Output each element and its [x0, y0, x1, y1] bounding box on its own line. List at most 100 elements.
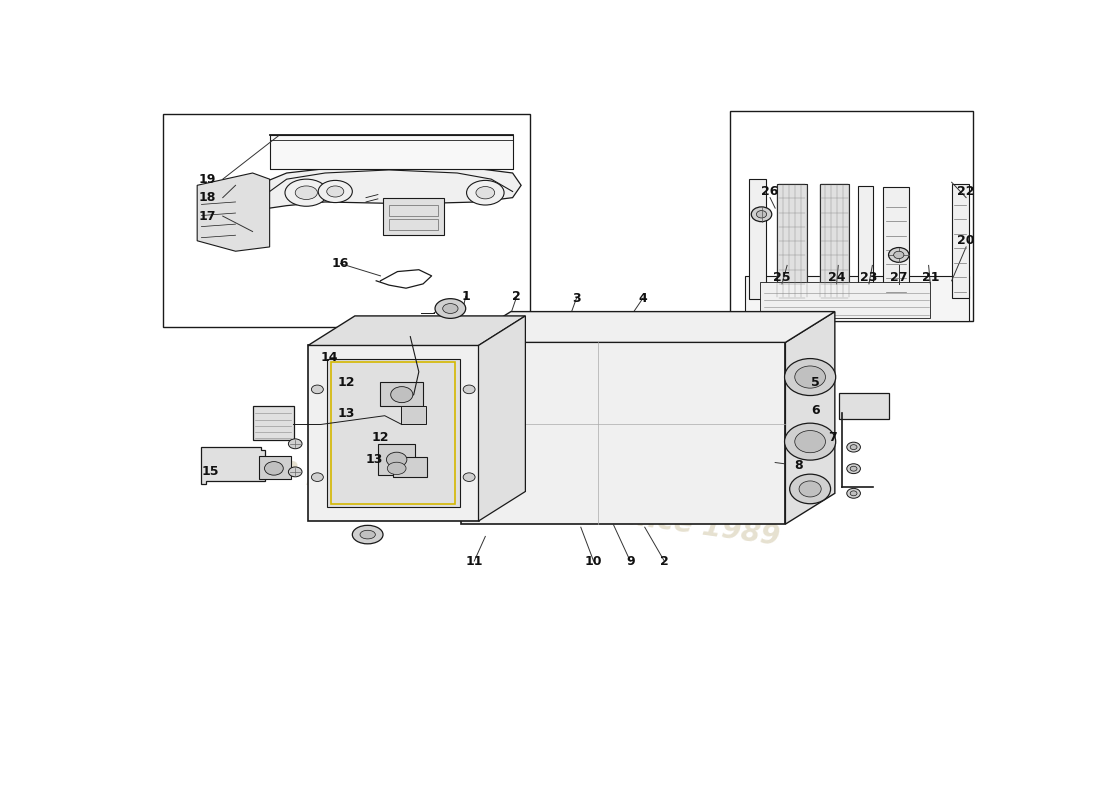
Bar: [760, 282, 931, 318]
Bar: [394, 457, 427, 477]
Text: 4: 4: [639, 291, 648, 305]
Ellipse shape: [318, 180, 352, 202]
Bar: [378, 444, 416, 475]
Text: 8: 8: [794, 459, 803, 472]
Ellipse shape: [784, 358, 836, 395]
Polygon shape: [883, 187, 909, 298]
Polygon shape: [270, 135, 513, 169]
Polygon shape: [462, 311, 835, 342]
Ellipse shape: [847, 464, 860, 474]
Polygon shape: [201, 447, 265, 484]
Ellipse shape: [889, 247, 909, 262]
Ellipse shape: [799, 481, 822, 497]
Polygon shape: [777, 184, 806, 298]
Polygon shape: [240, 167, 521, 210]
Polygon shape: [858, 186, 873, 298]
Bar: [331, 362, 455, 505]
Text: 5: 5: [811, 376, 819, 389]
Text: 10: 10: [585, 554, 603, 567]
Polygon shape: [785, 311, 835, 524]
Text: 12: 12: [338, 376, 355, 389]
Text: 27: 27: [890, 271, 908, 284]
Bar: [730, 111, 974, 321]
Text: 21: 21: [922, 271, 939, 284]
Text: 23: 23: [860, 271, 878, 284]
Ellipse shape: [795, 366, 825, 388]
Bar: [163, 114, 529, 327]
Bar: [746, 277, 969, 321]
Ellipse shape: [352, 526, 383, 544]
Text: 22: 22: [957, 185, 975, 198]
Text: 25: 25: [773, 271, 791, 284]
Text: 18: 18: [199, 191, 216, 204]
Ellipse shape: [463, 473, 475, 482]
Text: 19: 19: [199, 173, 216, 186]
Text: 15: 15: [201, 466, 219, 478]
Bar: [308, 346, 478, 521]
Polygon shape: [308, 316, 526, 346]
Text: 16: 16: [332, 257, 349, 270]
Ellipse shape: [264, 462, 284, 475]
Ellipse shape: [466, 180, 504, 205]
Ellipse shape: [751, 207, 772, 222]
Ellipse shape: [390, 386, 412, 402]
Ellipse shape: [476, 186, 495, 199]
Text: 24: 24: [828, 271, 845, 284]
Bar: [381, 382, 424, 406]
Text: 6: 6: [811, 404, 819, 417]
Ellipse shape: [386, 452, 407, 467]
Ellipse shape: [288, 467, 302, 477]
Text: 13: 13: [338, 406, 355, 420]
Text: 14: 14: [320, 351, 338, 364]
Ellipse shape: [442, 303, 458, 314]
Ellipse shape: [795, 430, 825, 453]
Text: 1: 1: [461, 290, 470, 302]
Polygon shape: [749, 179, 766, 299]
Polygon shape: [952, 184, 969, 298]
Polygon shape: [197, 173, 270, 251]
Ellipse shape: [285, 179, 328, 206]
Bar: [400, 406, 427, 424]
Ellipse shape: [434, 298, 465, 318]
Ellipse shape: [850, 466, 857, 471]
Bar: [327, 359, 460, 507]
Ellipse shape: [327, 186, 344, 197]
Bar: [839, 393, 889, 418]
Bar: [389, 219, 439, 230]
Polygon shape: [478, 316, 526, 521]
Ellipse shape: [757, 210, 767, 218]
Polygon shape: [820, 184, 849, 298]
Text: 11: 11: [465, 554, 483, 567]
Text: 7: 7: [828, 431, 837, 444]
Bar: [383, 198, 444, 234]
Text: 20: 20: [957, 234, 975, 247]
Text: 2: 2: [513, 290, 521, 302]
Text: 12: 12: [372, 431, 389, 444]
Bar: [258, 456, 290, 479]
Ellipse shape: [311, 385, 323, 394]
Ellipse shape: [288, 439, 302, 449]
Ellipse shape: [360, 530, 375, 539]
Text: a passion for driving since 1989: a passion for driving since 1989: [278, 454, 781, 551]
Text: 3: 3: [572, 291, 581, 305]
Bar: [253, 406, 294, 440]
Ellipse shape: [463, 385, 475, 394]
Ellipse shape: [850, 491, 857, 496]
Text: 13: 13: [366, 453, 383, 466]
Text: 2: 2: [660, 554, 669, 567]
Text: 17: 17: [199, 210, 217, 222]
Bar: [462, 342, 785, 524]
Ellipse shape: [850, 445, 857, 450]
Ellipse shape: [784, 423, 836, 460]
Bar: [389, 205, 439, 216]
Ellipse shape: [295, 186, 318, 199]
Ellipse shape: [893, 251, 904, 258]
Ellipse shape: [387, 462, 406, 474]
Text: europeanparts: europeanparts: [338, 402, 790, 454]
Ellipse shape: [847, 488, 860, 498]
Ellipse shape: [847, 442, 860, 452]
Text: 9: 9: [626, 554, 635, 567]
Text: 26: 26: [761, 185, 779, 198]
Ellipse shape: [311, 473, 323, 482]
Ellipse shape: [790, 474, 830, 504]
